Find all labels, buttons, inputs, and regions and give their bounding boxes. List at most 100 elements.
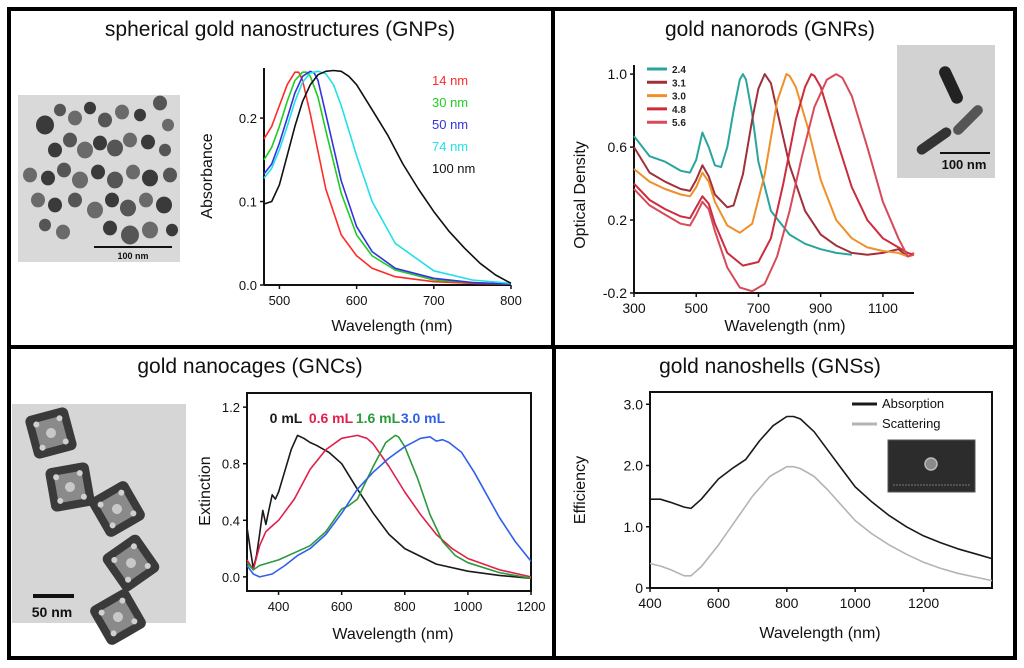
nanoparticle (162, 118, 174, 132)
nanoparticle (84, 101, 96, 115)
gnr-x-tick-label: 1100 (868, 300, 898, 316)
gnr-x-tick-label: 300 (622, 300, 646, 316)
nanoparticle (56, 224, 70, 240)
nanoparticle (68, 192, 82, 208)
gnp-x-tick-label: 800 (500, 293, 522, 308)
gnp-series-100-nm (263, 69, 512, 285)
legend-entry: 0.6 mL (309, 410, 354, 426)
nanoparticle (68, 110, 82, 126)
gnp-series-30-nm (263, 71, 512, 285)
nanoparticle (72, 171, 88, 189)
nanoparticle (126, 164, 140, 180)
nanoparticle (141, 134, 155, 150)
nanoparticle (134, 108, 146, 122)
gnc-chart: 400 600 800 1000 1200 0.0 0.4 0.8 1.2 Wavelength … (197, 392, 545, 643)
gnc-x-tick-label: 1000 (453, 599, 482, 614)
legend-entry: 74 nm (432, 139, 468, 154)
panel-title-gns: gold nanoshells (GNSs) (659, 355, 881, 378)
nanoparticle (91, 164, 105, 180)
nanoparticle (23, 167, 37, 183)
gnp-y-axis-label: Absorbance (199, 133, 216, 218)
panel-title-gnp: spherical gold nanostructures (GNPs) (104, 18, 456, 41)
gns-series-scattering (649, 465, 993, 582)
gnr-series-3-0 (633, 73, 915, 258)
gns-plot-frame (649, 391, 993, 589)
nanoparticle (105, 192, 119, 208)
gns-chart: 400 600 800 1000 1200 0 1.0 2.0 3.0 Wavelength (n… (572, 391, 993, 642)
gnr-tem-image: 100 nm (897, 45, 995, 178)
nanoparticle (107, 171, 123, 189)
nanocage (90, 589, 146, 645)
nanoparticle (153, 95, 167, 111)
legend-entry: 100 nm (432, 161, 475, 176)
gnp-y-tick-label: 0.2 (239, 111, 257, 126)
legend-entry: 0 mL (270, 410, 303, 426)
gnp-x-axis-label: Wavelength (nm) (331, 318, 452, 335)
nanoparticle (139, 192, 153, 208)
gns-legend: Absorption Scattering (852, 396, 944, 431)
gnc-series-3-0-ml (246, 436, 532, 578)
gnp-legend: 14 nm 30 nm 50 nm 74 nm 100 nm (432, 73, 475, 176)
nanoparticle (41, 170, 55, 186)
nanoparticle (48, 197, 62, 213)
gnr-x-tick-label: 500 (685, 300, 709, 316)
nanoparticle (121, 225, 139, 245)
gnc-series-0-6-ml (246, 434, 532, 578)
gns-x-tick-label: 600 (707, 595, 731, 611)
gns-x-tick-label: 1000 (840, 595, 871, 611)
gnc-legend: 0 mL 0.6 mL 1.6 mL 3.0 mL (270, 410, 446, 426)
nanocage (89, 481, 145, 537)
nanorod (939, 66, 963, 104)
gnp-x-tick-label: 500 (269, 293, 291, 308)
gnc-series-0-ml (246, 434, 532, 580)
gns-y-axis-label: Efficiency (572, 456, 589, 524)
gnr-chart: 300 500 700 900 1100 -0.2 0.2 0.6 1.0 Wavelength … (572, 65, 915, 335)
gnr-y-axis-label: Optical Density (572, 141, 589, 249)
gnr-series-3-1 (633, 73, 915, 258)
gns-x-tick-label: 1200 (908, 595, 939, 611)
legend-entry: Absorption (882, 396, 944, 411)
gnc-x-tick-label: 800 (394, 599, 416, 614)
gns-y-tick-label: 2.0 (624, 458, 644, 474)
gns-x-tick-label: 800 (775, 595, 799, 611)
gns-x-tick-label: 400 (638, 595, 662, 611)
gnr-x-axis-label: Wavelength (nm) (724, 318, 845, 335)
gnr-series-4-8 (633, 73, 915, 267)
gnp-y-tick-label: 0.1 (239, 195, 257, 210)
charts-layer: 500 600 700 800 0.0 0.1 0.2 Wavelength (nm) Abso… (197, 65, 993, 643)
gnp-series-14-nm (263, 71, 512, 285)
nanoparticle (142, 221, 158, 239)
nanoparticle (115, 104, 129, 120)
panel-title-gnr: gold nanorods (GNRs) (664, 18, 876, 41)
gnp-particles (23, 95, 178, 245)
gns-y-tick-label: 0 (635, 580, 643, 596)
nanocage (45, 462, 95, 512)
legend-entry: 14 nm (432, 73, 468, 88)
gnc-x-axis-label: Wavelength (nm) (332, 626, 453, 643)
legend-entry: 3.1 (672, 78, 686, 89)
gnc-y-axis-label: Extinction (197, 456, 214, 525)
nanoparticle (159, 143, 171, 157)
gnc-y-tick-label: 0.4 (222, 513, 240, 528)
gnc-x-tick-label: 400 (268, 599, 290, 614)
gnc-y-tick-label: 0.0 (222, 570, 240, 585)
gnc-series-1-6-ml (246, 434, 532, 580)
gnc-cages (25, 407, 160, 645)
nanorod (916, 127, 952, 155)
gns-y-tick-label: 3.0 (624, 396, 644, 412)
gnp-chart: 500 600 700 800 0.0 0.1 0.2 Wavelength (nm) Abso… (199, 68, 522, 335)
legend-entry: 30 nm (432, 95, 468, 110)
gnr-y-tick-label: 1.0 (608, 66, 628, 82)
gnc-scale-bar-label: 50 nm (32, 604, 72, 620)
nanoparticle (87, 201, 103, 219)
legend-entry: Scattering (882, 416, 941, 431)
gnr-x-tick-label: 700 (747, 300, 771, 316)
nanoparticle (120, 199, 136, 217)
gnp-x-tick-label: 600 (346, 293, 368, 308)
legend-entry: 4.8 (672, 105, 686, 116)
gnr-y-tick-label: -0.2 (603, 285, 627, 301)
gnr-scale-bar-label: 100 nm (942, 157, 987, 172)
gnp-y-tick-label: 0.0 (239, 278, 257, 293)
legend-entry: 3.0 mL (401, 410, 446, 426)
